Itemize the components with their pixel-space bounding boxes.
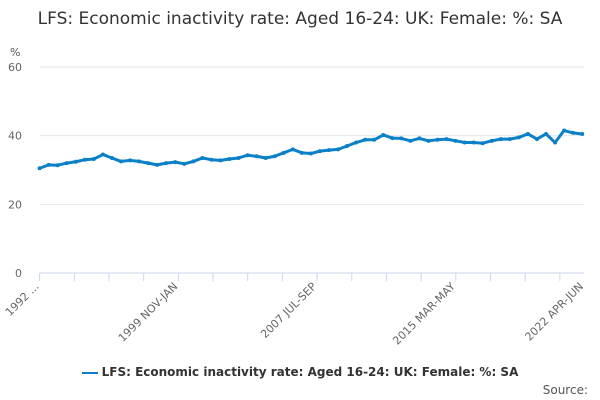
- x-tick-label: 1999 NOV-JAN: [116, 280, 181, 345]
- data-point: [571, 130, 576, 135]
- data-point: [191, 159, 196, 164]
- data-point: [109, 155, 114, 160]
- data-point: [453, 138, 458, 143]
- y-axis-label: %: [10, 46, 20, 59]
- data-point: [254, 154, 259, 159]
- data-point: [182, 161, 187, 166]
- y-tick-label: 20: [8, 198, 22, 211]
- y-tick-label: 60: [8, 61, 22, 74]
- data-point: [444, 137, 449, 142]
- data-point: [218, 158, 223, 163]
- data-point: [299, 150, 304, 155]
- data-point: [525, 131, 530, 136]
- chart-title: LFS: Economic inactivity rate: Aged 16-2…: [37, 9, 563, 29]
- data-point: [399, 136, 404, 141]
- data-point: [227, 157, 232, 162]
- data-point: [128, 158, 133, 163]
- data-point: [553, 140, 558, 145]
- data-point: [426, 138, 431, 143]
- data-point: [381, 132, 386, 137]
- legend-swatch: [81, 371, 98, 374]
- data-point: [336, 147, 341, 152]
- data-point: [37, 166, 42, 171]
- data-point: [173, 160, 178, 165]
- data-point: [534, 137, 539, 142]
- data-point: [390, 136, 395, 141]
- data-point: [562, 128, 567, 133]
- y-tick-label: 0: [15, 267, 22, 280]
- data-point: [498, 137, 503, 142]
- data-point: [372, 137, 377, 142]
- data-point: [544, 131, 549, 136]
- data-point: [308, 151, 313, 156]
- data-point: [480, 141, 485, 146]
- data-point: [55, 163, 60, 168]
- data-point: [317, 149, 322, 154]
- data-point: [155, 162, 160, 167]
- data-point: [73, 159, 78, 164]
- data-point: [290, 147, 295, 152]
- data-point: [281, 150, 286, 155]
- data-point: [326, 148, 331, 153]
- data-point: [100, 152, 105, 157]
- data-point: [46, 162, 51, 167]
- data-point: [245, 153, 250, 158]
- data-point: [91, 157, 96, 162]
- data-point: [200, 155, 205, 160]
- data-point: [408, 138, 413, 143]
- data-point: [164, 161, 169, 166]
- x-tick-label: 2007 JUL-SEP: [258, 280, 319, 341]
- data-point: [516, 135, 521, 140]
- legend[interactable]: LFS: Economic inactivity rate: Aged 16-2…: [0, 365, 600, 379]
- y-tick-label: 40: [8, 130, 22, 143]
- data-point: [118, 159, 123, 164]
- data-point: [272, 154, 277, 159]
- data-point: [263, 155, 268, 160]
- data-point: [489, 138, 494, 143]
- data-point: [64, 161, 69, 166]
- x-tick-label: 2015 MAR-MAY: [390, 280, 458, 348]
- x-tick-label: 2022 APR-JUN: [523, 280, 587, 344]
- data-point: [345, 143, 350, 148]
- data-point: [363, 137, 368, 142]
- data-point: [236, 155, 241, 160]
- data-point: [471, 140, 476, 145]
- data-point: [507, 137, 512, 142]
- x-tick-label: 1992 ...: [3, 280, 42, 319]
- data-point: [354, 140, 359, 145]
- data-point: [82, 157, 87, 162]
- data-point: [462, 140, 467, 145]
- data-point: [580, 131, 585, 136]
- source-label: Source:: [542, 383, 588, 397]
- data-point: [435, 137, 440, 142]
- data-point: [417, 136, 422, 141]
- data-point: [137, 159, 142, 164]
- legend-label: LFS: Economic inactivity rate: Aged 16-2…: [101, 365, 519, 379]
- data-point: [146, 161, 151, 166]
- data-point: [209, 157, 214, 162]
